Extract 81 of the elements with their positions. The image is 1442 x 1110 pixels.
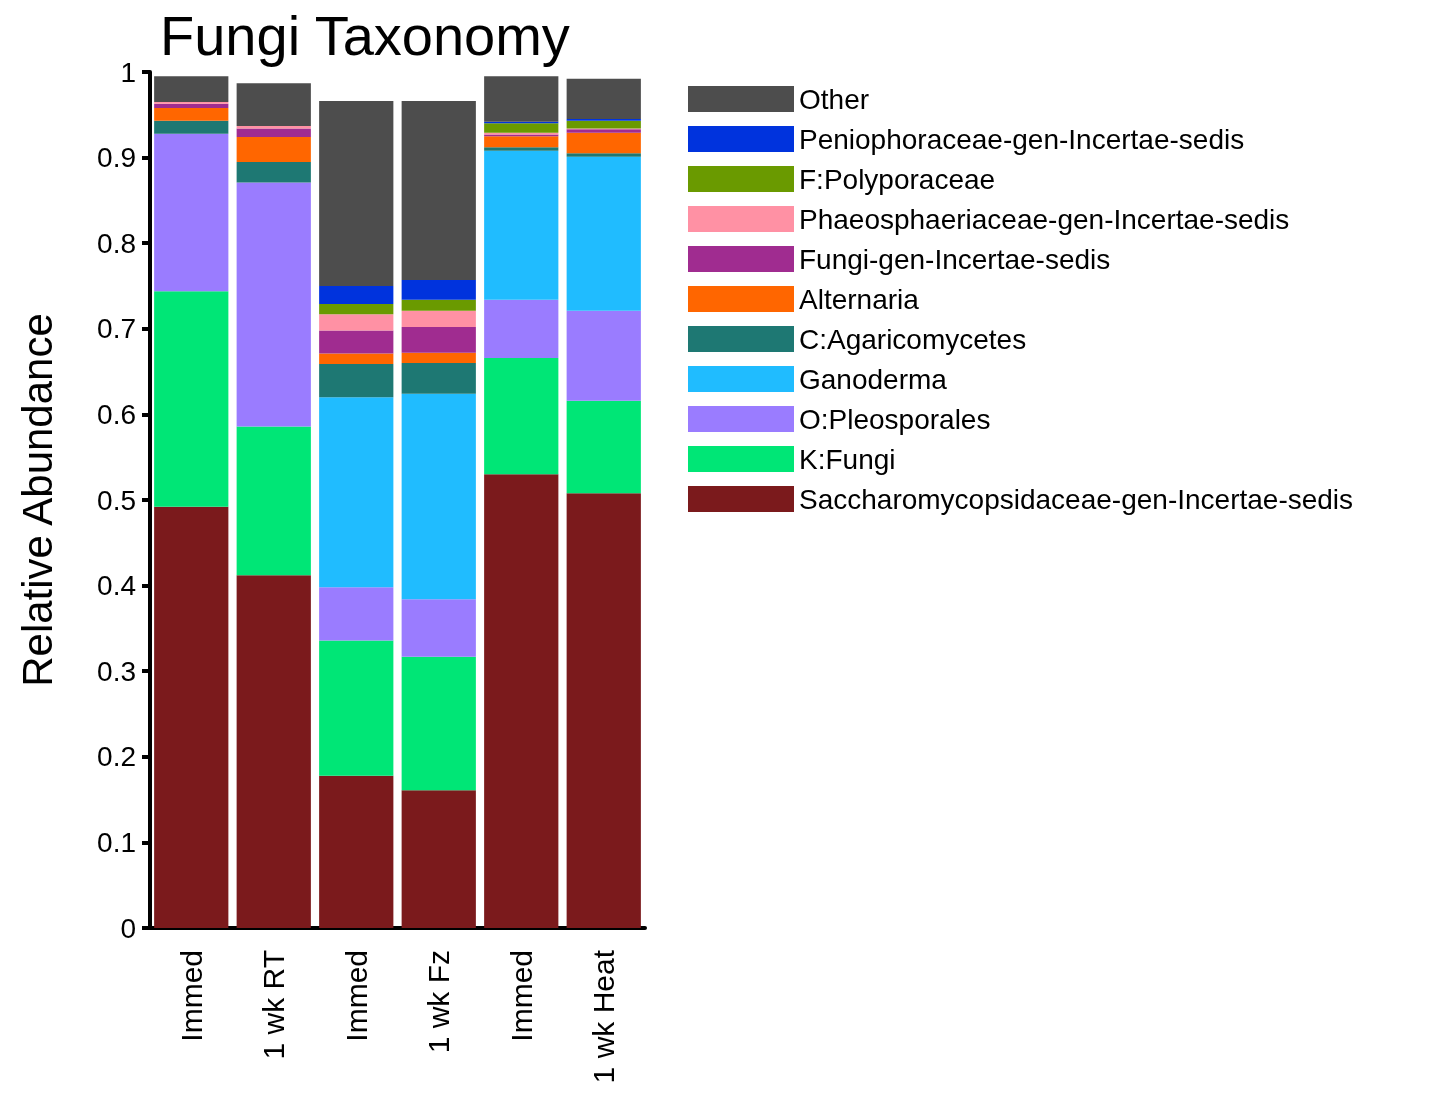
x-tick-label: 1 wk Heat xyxy=(587,949,621,1084)
legend-label: F:Polyporaceae xyxy=(799,163,996,195)
bar xyxy=(154,120,229,134)
y-tick-label: 0.1 xyxy=(97,826,136,858)
bar xyxy=(154,133,229,292)
y-tick-label: 0.6 xyxy=(97,398,136,430)
y-tick-label: 0.9 xyxy=(97,142,136,174)
bar xyxy=(236,83,311,126)
legend-label: Ganoderma xyxy=(799,363,948,395)
legend-label: O:Pleosporales xyxy=(799,403,991,435)
y-tick-label: 0 xyxy=(120,912,136,944)
legend-label: K:Fungi xyxy=(799,443,896,475)
bar xyxy=(566,132,641,154)
legend-label: C:Agaricomycetes xyxy=(799,323,1027,355)
bar xyxy=(484,357,559,475)
bar xyxy=(401,656,476,791)
bar xyxy=(484,147,559,151)
bar xyxy=(484,136,559,148)
legend-label: Alternaria xyxy=(799,283,920,315)
bar xyxy=(319,587,394,641)
bar xyxy=(319,303,394,315)
x-tick-label: 1 wk Fz xyxy=(422,950,456,1054)
bar xyxy=(154,291,229,507)
bar xyxy=(319,330,394,354)
bar xyxy=(319,640,394,776)
bar xyxy=(236,161,311,183)
bar xyxy=(566,156,641,311)
bar xyxy=(401,327,476,353)
bar xyxy=(566,153,641,157)
bar xyxy=(566,310,641,401)
bar xyxy=(484,123,559,133)
bar xyxy=(319,353,394,364)
bar xyxy=(154,103,229,108)
y-tick-label: 0.2 xyxy=(97,741,136,773)
bar xyxy=(484,76,559,122)
y-tick-label: 0.5 xyxy=(97,484,136,516)
bar xyxy=(401,299,476,311)
bar xyxy=(236,575,311,928)
bar xyxy=(319,101,394,286)
bar xyxy=(566,78,641,120)
y-axis-title: Relative Abundance xyxy=(13,313,61,687)
x-tick-label: 1 wk RT xyxy=(257,950,291,1060)
bar xyxy=(401,599,476,657)
y-tick-label: 0.4 xyxy=(97,570,136,602)
bar xyxy=(401,310,476,328)
x-tick-label: Immed xyxy=(504,950,538,1042)
bar xyxy=(319,363,394,398)
legend-label: Peniophoraceae-gen-Incertae-sedis xyxy=(799,123,1245,155)
y-tick-label: 0.8 xyxy=(97,227,136,259)
bar xyxy=(484,474,559,928)
bar xyxy=(401,393,476,600)
bar xyxy=(236,137,311,162)
y-tick-label: 0.7 xyxy=(97,313,136,345)
legend-label: Saccharomycopsidaceae-gen-Incertae-sedis xyxy=(799,483,1354,515)
legend-label: Other xyxy=(799,83,870,115)
bar xyxy=(319,775,394,928)
chart-title: Fungi Taxonomy xyxy=(160,3,570,67)
bar xyxy=(401,790,476,928)
bar xyxy=(401,280,476,300)
bar xyxy=(401,352,476,364)
bar xyxy=(154,76,229,102)
bar xyxy=(401,101,476,281)
bar xyxy=(401,363,476,394)
x-tick-label: Immed xyxy=(174,950,208,1042)
y-tick-label: 0.3 xyxy=(97,655,136,687)
bar xyxy=(236,426,311,576)
bar xyxy=(236,128,311,138)
bar xyxy=(566,120,641,129)
bar xyxy=(484,150,559,300)
legend-label: Phaeosphaeriaceae-gen-Incertae-sedis xyxy=(799,203,1290,235)
bar xyxy=(319,314,394,331)
bar xyxy=(319,397,394,588)
bar xyxy=(236,182,311,427)
bar xyxy=(484,299,559,358)
legend-label: Fungi-gen-Incertae-sedis xyxy=(799,243,1111,275)
bar xyxy=(154,107,229,121)
bar xyxy=(566,400,641,494)
bar xyxy=(319,286,394,304)
y-tick-label: 1 xyxy=(120,56,136,88)
x-tick-label: Immed xyxy=(339,950,373,1042)
bar xyxy=(566,493,641,928)
